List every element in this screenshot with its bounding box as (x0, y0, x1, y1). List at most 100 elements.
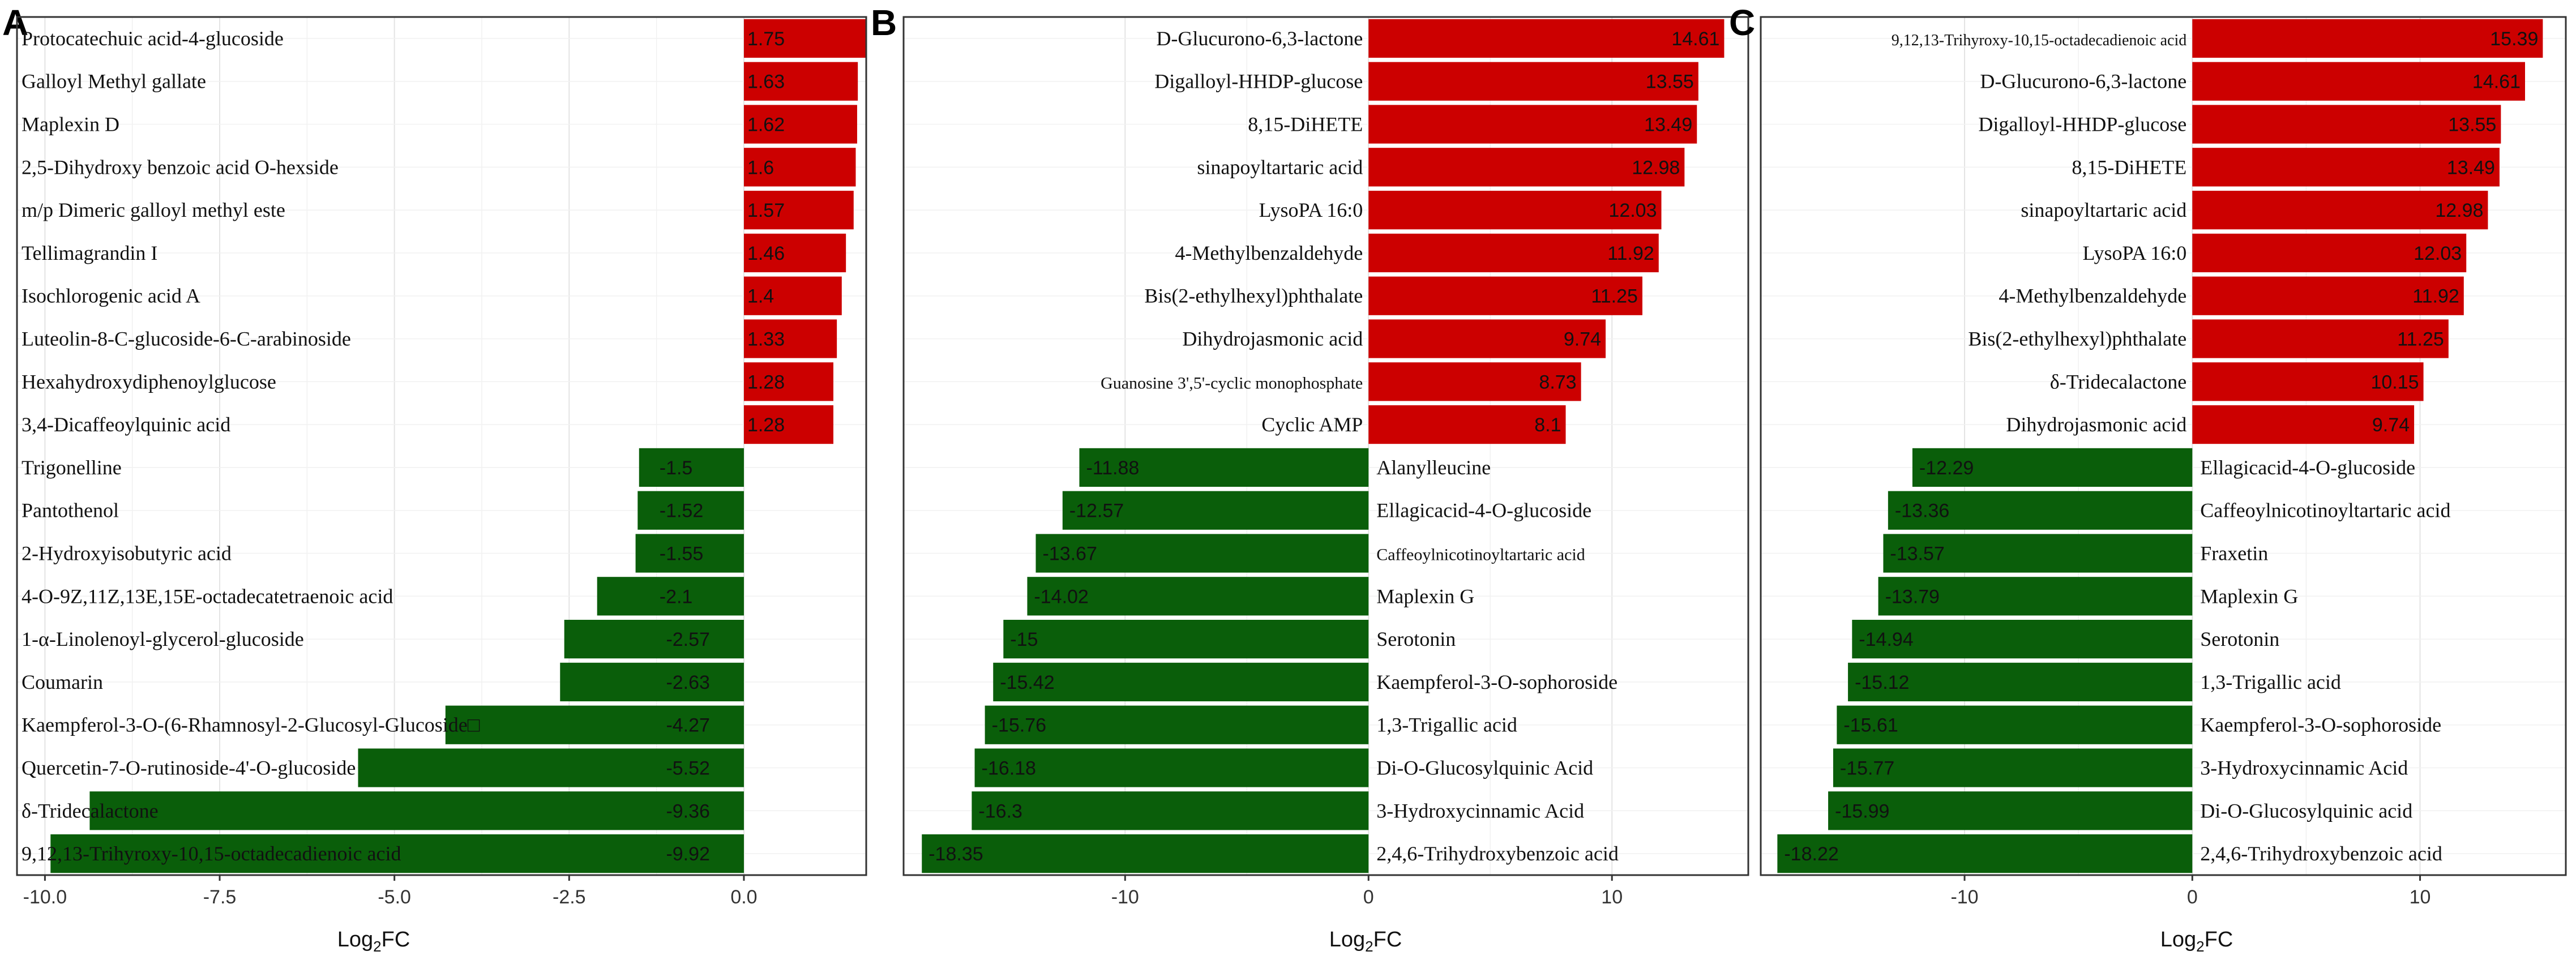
category-label: 8,15-DiHETE (1248, 113, 1363, 136)
value-label: -13.67 (1042, 543, 1097, 565)
value-label: -12.57 (1069, 500, 1124, 522)
value-label: 12.03 (1608, 200, 1657, 221)
category-label: LysoPA 16:0 (1259, 199, 1363, 221)
bar (1888, 491, 2193, 530)
value-label: -9.92 (666, 843, 710, 865)
value-label: -2.57 (666, 629, 710, 650)
category-label: 1,3-Trigallic acid (2200, 671, 2341, 693)
category-label: Caffeoylnicotinoyltartaric acid (2200, 499, 2450, 522)
bar (1368, 190, 1662, 230)
category-label: m/p Dimeric galloyl methyl este (22, 199, 285, 221)
value-label: -13.36 (1895, 500, 1949, 522)
bar (1368, 148, 1685, 187)
x-tick-label: 0 (2187, 886, 2198, 908)
x-tick-label: -10.0 (23, 886, 67, 908)
bar (2192, 233, 2467, 273)
value-label: 1.62 (747, 114, 785, 136)
category-label: Fraxetin (2200, 542, 2268, 565)
value-label: -15.99 (1835, 800, 1889, 822)
bar (2192, 362, 2424, 401)
category-label: Serotonin (1376, 628, 1456, 650)
value-label: -1.5 (660, 457, 693, 479)
value-label: 13.55 (2448, 114, 2496, 136)
value-label: 1.75 (747, 28, 785, 50)
category-label: 2,4,6-Trihydroxybenzoic acid (1376, 842, 1619, 865)
x-tick-label: 10 (1601, 886, 1623, 908)
category-label: 1-α-Linolenoyl-glycerol-glucoside (22, 628, 304, 650)
bar (1883, 534, 2193, 573)
category-label: Quercetin-7-O-rutinoside-4'-O-glucoside (22, 757, 356, 779)
bar (1062, 491, 1369, 530)
category-label: Guanosine 3',5'-cyclic monophosphate (1101, 374, 1363, 392)
bar (358, 748, 744, 787)
value-label: -18.35 (928, 843, 983, 865)
category-label: δ-Tridecalactone (2050, 370, 2187, 393)
category-label: 9,12,13-Trihyroxy-10,15-octadecadienoic … (1892, 32, 2187, 49)
value-label: 1.28 (747, 371, 785, 393)
value-label: -11.88 (1086, 457, 1139, 479)
category-label: 9,12,13-Trihyroxy-10,15-octadecadienoic … (22, 842, 401, 865)
bar (972, 791, 1369, 830)
value-label: -1.55 (660, 543, 704, 565)
value-label: -16.18 (982, 758, 1036, 779)
value-label: -13.57 (1890, 543, 1944, 565)
category-label: Dihydrojasmonic acid (1182, 328, 1363, 350)
bar (1837, 705, 2193, 744)
bar (635, 534, 744, 573)
value-label: 9.74 (1564, 329, 1601, 350)
bar (1852, 619, 2193, 659)
bar (743, 190, 854, 230)
value-label: 1.6 (747, 157, 774, 178)
category-label: 3,4-Dicaffeoylquinic acid (22, 413, 230, 436)
category-label: 4-Methylbenzaldehyde (1999, 285, 2186, 307)
value-label: 14.61 (2472, 71, 2521, 93)
category-label: Maplexin G (2200, 585, 2298, 607)
category-label: Hexahydroxydiphenoylglucose (22, 370, 276, 393)
value-label: -18.22 (1784, 843, 1838, 865)
category-label: Trigonelline (22, 456, 122, 479)
bar (564, 619, 744, 659)
value-label: 8.73 (1539, 371, 1576, 393)
x-tick-label: -10 (1950, 886, 1978, 908)
category-label: 2,4,6-Trihydroxybenzoic acid (2200, 842, 2442, 865)
x-axis-title-end: FC (2205, 928, 2233, 952)
panel-letter: C (1729, 2, 1755, 43)
category-label: Galloyl Methyl gallate (22, 70, 206, 93)
x-axis-title: Log2FC (337, 928, 410, 955)
value-label: 12.98 (1632, 157, 1680, 178)
bar (2192, 105, 2501, 144)
x-axis-title-sub: 2 (1365, 938, 1373, 955)
x-axis-title-main: Log (2160, 928, 2196, 952)
value-label: -1.52 (660, 500, 704, 522)
category-label: Pantothenol (22, 499, 119, 522)
value-label: -14.02 (1034, 586, 1088, 607)
bar (50, 834, 744, 873)
bar (639, 448, 744, 487)
category-label: sinapoyltartaric acid (2021, 199, 2186, 221)
bar (743, 105, 857, 144)
category-label: Alanylleucine (1376, 456, 1491, 479)
value-label: 11.25 (2397, 329, 2444, 350)
category-label: D-Glucurono-6,3-lactone (1156, 27, 1363, 50)
value-label: -2.63 (666, 672, 710, 693)
value-label: 13.55 (1646, 71, 1694, 93)
bar (743, 319, 837, 358)
bar (743, 62, 858, 101)
value-label: -15.12 (1855, 672, 1909, 693)
value-label: 1.4 (747, 286, 774, 307)
x-tick-label: -7.5 (203, 886, 237, 908)
bar (2192, 276, 2464, 315)
category-label: Caffeoylnicotinoyltartaric acid (1376, 546, 1585, 564)
bar (1777, 834, 2193, 873)
value-label: -15.42 (1000, 672, 1054, 693)
category-label: Ellagicacid-4-O-glucoside (2200, 456, 2415, 479)
bar (1878, 577, 2193, 616)
panel-letter: B (871, 2, 897, 43)
category-label: Protocatechuic acid-4-glucoside (22, 27, 284, 50)
x-axis-title-end: FC (382, 928, 410, 952)
value-label: 10.15 (2370, 371, 2419, 393)
bar (2192, 190, 2488, 230)
x-tick-label: 0.0 (730, 886, 757, 908)
x-axis-title: Log2FC (1329, 928, 1402, 955)
category-label: Kaempferol-3-O-(6-Rhamnosyl-2-Glucosyl-G… (22, 714, 480, 736)
